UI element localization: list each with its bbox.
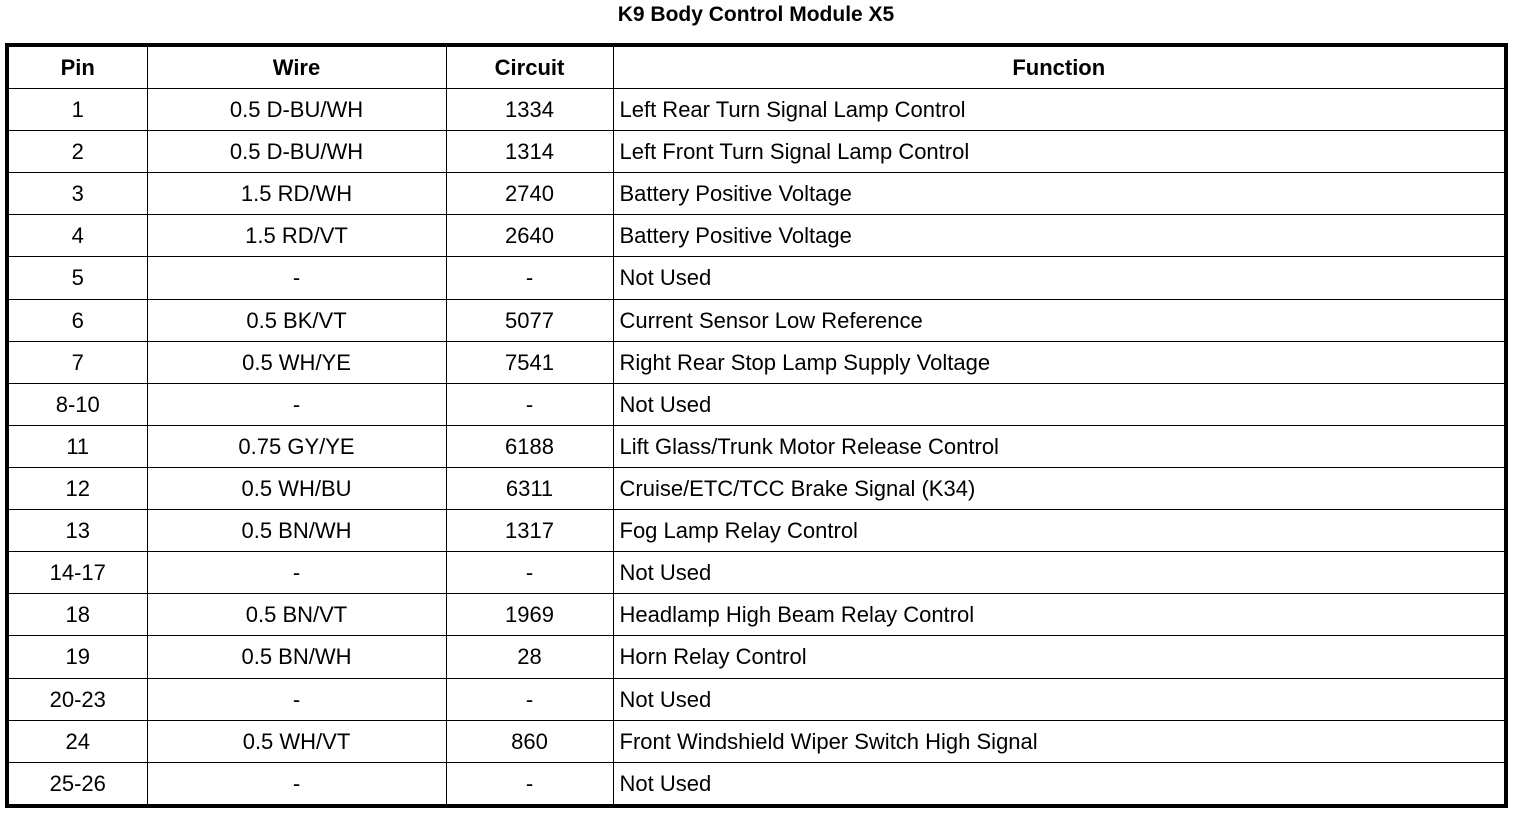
pin-cell: 13 bbox=[6, 509, 148, 553]
function-cell: Right Rear Stop Lamp Supply Voltage bbox=[612, 340, 1507, 384]
pin-cell: 7 bbox=[6, 340, 148, 384]
wire-cell: 0.5 WH/VT bbox=[146, 719, 447, 763]
table-header-row: Pin Wire Circuit Function bbox=[6, 44, 1507, 89]
pin-cell: 24 bbox=[6, 719, 148, 763]
table-row: 24 0.5 WH/VT 860 Front Windshield Wiper Swi… bbox=[6, 719, 1507, 763]
circuit-cell: 2640 bbox=[445, 214, 614, 258]
circuit-cell: 5077 bbox=[445, 298, 614, 342]
table-row: 7 0.5 WH/YE 7541 Right Rear Stop Lamp Suppl… bbox=[6, 340, 1507, 384]
header-circuit: Circuit bbox=[445, 44, 614, 89]
function-cell: Left Front Turn Signal Lamp Control bbox=[612, 130, 1507, 174]
pin-cell: 14-17 bbox=[6, 551, 148, 595]
function-cell: Not Used bbox=[612, 382, 1507, 426]
wire-cell: 0.5 D-BU/WH bbox=[146, 130, 447, 174]
pin-cell: 5 bbox=[6, 256, 148, 300]
circuit-cell: - bbox=[445, 761, 614, 807]
pin-cell: 2 bbox=[6, 130, 148, 174]
circuit-cell: - bbox=[445, 677, 614, 721]
table-row: 3 1.5 RD/WH 2740 Battery Positive Voltage bbox=[6, 172, 1507, 216]
page-title: K9 Body Control Module X5 bbox=[617, 3, 895, 26]
circuit-cell: 1317 bbox=[445, 509, 614, 553]
pinout-table: Pin Wire Circuit Function 1 0.5 D-BU/WH 13… bbox=[5, 43, 1508, 808]
table-row: 11 0.75 GY/YE 6188 Lift Glass/Trunk Motor R… bbox=[6, 424, 1507, 468]
table-row: 19 0.5 BN/WH 28 Horn Relay Control bbox=[6, 635, 1507, 679]
circuit-cell: 1334 bbox=[445, 87, 614, 132]
circuit-cell: 860 bbox=[445, 719, 614, 763]
pin-cell: 8-10 bbox=[6, 382, 148, 426]
table-row: 14-17- - Not Used bbox=[6, 551, 1507, 595]
circuit-cell: - bbox=[445, 382, 614, 426]
table-row: 25-26- - Not Used bbox=[6, 761, 1507, 807]
wire-cell: - bbox=[146, 551, 447, 595]
header-wire: Wire bbox=[146, 44, 447, 89]
wire-cell: 0.5 BN/WH bbox=[146, 509, 447, 553]
circuit-cell: - bbox=[445, 256, 614, 300]
wire-cell: 0.5 WH/YE bbox=[146, 340, 447, 384]
function-cell: Lift Glass/Trunk Motor Release Control bbox=[612, 424, 1507, 468]
function-cell: Not Used bbox=[612, 256, 1507, 300]
function-cell: Headlamp High Beam Relay Control bbox=[612, 593, 1507, 637]
function-cell: Not Used bbox=[612, 551, 1507, 595]
wire-cell: 1.5 RD/VT bbox=[146, 214, 447, 258]
circuit-cell: 2740 bbox=[445, 172, 614, 216]
pin-cell: 11 bbox=[6, 424, 148, 468]
table-row: 4 1.5 RD/VT 2640 Battery Positive Voltage bbox=[6, 214, 1507, 258]
table-row: 8-10- - Not Used bbox=[6, 382, 1507, 426]
function-cell: Cruise/ETC/TCC Brake Signal (K34) bbox=[612, 466, 1507, 511]
pin-cell: 4 bbox=[6, 214, 148, 258]
table-row: 2 0.5 D-BU/WH 1314 Left Front Turn Signal L… bbox=[6, 130, 1507, 174]
pin-cell: 20-23 bbox=[6, 677, 148, 721]
function-cell: Current Sensor Low Reference bbox=[612, 298, 1507, 342]
function-cell: Not Used bbox=[612, 761, 1507, 807]
pin-cell: 18 bbox=[6, 593, 148, 637]
wire-cell: 0.5 BN/VT bbox=[146, 593, 447, 637]
circuit-cell: - bbox=[445, 551, 614, 595]
circuit-cell: 6311 bbox=[445, 466, 614, 511]
function-cell: Horn Relay Control bbox=[612, 635, 1507, 679]
header-pin: Pin bbox=[6, 44, 148, 89]
table-row: 5- - Not Used bbox=[6, 256, 1507, 300]
function-cell: Fog Lamp Relay Control bbox=[612, 509, 1507, 553]
function-cell: Left Rear Turn Signal Lamp Control bbox=[612, 87, 1507, 132]
table-row: 20-23- - Not Used bbox=[6, 677, 1507, 721]
wire-cell: - bbox=[146, 761, 447, 807]
circuit-cell: 6188 bbox=[445, 424, 614, 468]
wire-cell: - bbox=[146, 677, 447, 721]
circuit-cell: 1314 bbox=[445, 130, 614, 174]
table-row: 12 0.5 WH/BU 6311 Cruise/ETC/TCC Brake Sign… bbox=[6, 466, 1507, 511]
function-cell: Front Windshield Wiper Switch High Signa… bbox=[612, 719, 1507, 763]
wire-cell: 0.5 BN/WH bbox=[146, 635, 447, 679]
circuit-cell: 1969 bbox=[445, 593, 614, 637]
function-cell: Battery Positive Voltage bbox=[612, 214, 1507, 258]
table-row: 18 0.5 BN/VT 1969 Headlamp High Beam Relay … bbox=[6, 593, 1507, 637]
pin-cell: 3 bbox=[6, 172, 148, 216]
pin-cell: 25-26 bbox=[6, 761, 148, 807]
pin-cell: 12 bbox=[6, 466, 148, 511]
circuit-cell: 7541 bbox=[445, 340, 614, 384]
wire-cell: - bbox=[146, 382, 447, 426]
function-cell: Battery Positive Voltage bbox=[612, 172, 1507, 216]
wire-cell: 0.75 GY/YE bbox=[146, 424, 447, 468]
wire-cell: 0.5 WH/BU bbox=[146, 466, 447, 511]
header-function: Function bbox=[612, 44, 1507, 89]
function-cell: Not Used bbox=[612, 677, 1507, 721]
pin-cell: 1 bbox=[6, 87, 148, 132]
circuit-cell: 28 bbox=[445, 635, 614, 679]
table-row: 6 0.5 BK/VT 5077 Current Sensor Low Referen… bbox=[6, 298, 1507, 342]
wire-cell: 0.5 BK/VT bbox=[146, 298, 447, 342]
table-row: 13 0.5 BN/WH 1317 Fog Lamp Relay Control bbox=[6, 509, 1507, 553]
pin-cell: 6 bbox=[6, 298, 148, 342]
wire-cell: - bbox=[146, 256, 447, 300]
pin-cell: 19 bbox=[6, 635, 148, 679]
wire-cell: 0.5 D-BU/WH bbox=[146, 87, 447, 132]
table-row: 1 0.5 D-BU/WH 1334 Left Rear Turn Signal La… bbox=[6, 87, 1507, 132]
wire-cell: 1.5 RD/WH bbox=[146, 172, 447, 216]
